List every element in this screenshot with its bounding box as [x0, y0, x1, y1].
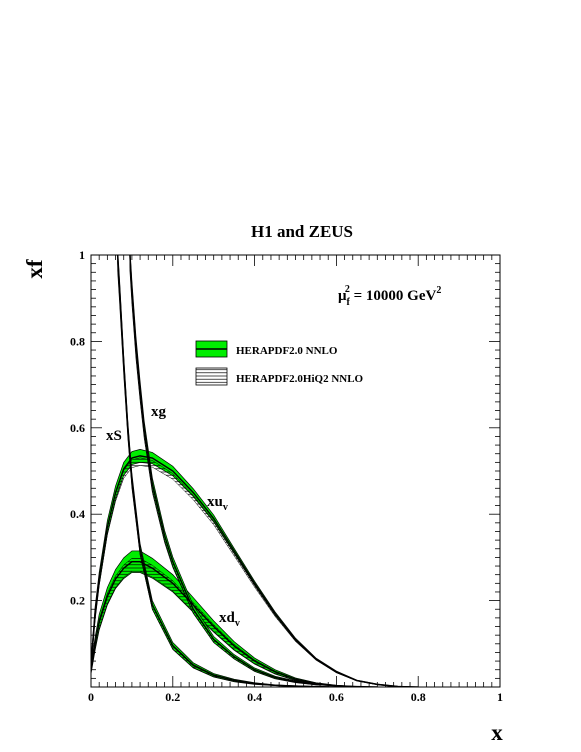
scale-label-sub: f — [347, 297, 351, 308]
y-tick-label: 0.4 — [70, 507, 85, 521]
curve-xS — [116, 255, 337, 687]
y-axis-label: xf — [22, 259, 47, 279]
y-tick-label: 1 — [79, 248, 85, 262]
scale-label-sup2: 2 — [436, 285, 441, 296]
y-tick-label: 0.8 — [70, 334, 85, 348]
label-xg: xg — [151, 404, 167, 420]
axis-ticks — [90, 254, 501, 688]
plot-frame — [90, 254, 501, 688]
chart-title: H1 and ZEUS — [251, 222, 353, 241]
scale-label: μf 2 = 10000 GeV2 — [338, 284, 441, 308]
label-xuv: xuv — [207, 494, 228, 513]
legend: HERAPDF2.0 NNLO HERAPDF2.0HiQ2 NNLO — [195, 340, 364, 386]
y-tick-label: 0.6 — [70, 421, 85, 435]
scale-label-mu: μ — [338, 288, 347, 304]
x-tick-label: 0.8 — [411, 690, 426, 704]
x-tick-label: 0 — [88, 690, 94, 704]
curve-xg — [129, 255, 357, 687]
uncertainty-bands — [91, 255, 419, 687]
x-tick-label: 0.6 — [329, 690, 344, 704]
curve-xd_v — [91, 561, 378, 687]
label-xdv: xdv — [219, 610, 240, 629]
central-curves — [91, 255, 419, 687]
label-xS: xS — [106, 428, 122, 444]
x-tick-label: 0.2 — [165, 690, 180, 704]
x-tick-label: 1 — [497, 690, 503, 704]
scale-label-sup: 2 — [345, 284, 350, 295]
scale-label-rest: = 10000 GeV — [350, 288, 437, 304]
y-tick-label: 0.2 — [70, 594, 85, 608]
legend-swatch-hatched-band — [195, 367, 228, 386]
x-tick-label: 0.4 — [247, 690, 262, 704]
curve-xu_v — [91, 455, 419, 687]
legend-label-hiq2: HERAPDF2.0HiQ2 NNLO — [236, 373, 364, 385]
x-axis-label: x — [491, 720, 503, 745]
tick-labels: 0 0.2 0.4 0.6 0.8 1 0.2 0.4 0.6 0.8 1 — [70, 248, 503, 704]
legend-label-nnlo: HERAPDF2.0 NNLO — [236, 345, 338, 357]
curve-labels: xS xg xuv xdv — [106, 404, 240, 629]
